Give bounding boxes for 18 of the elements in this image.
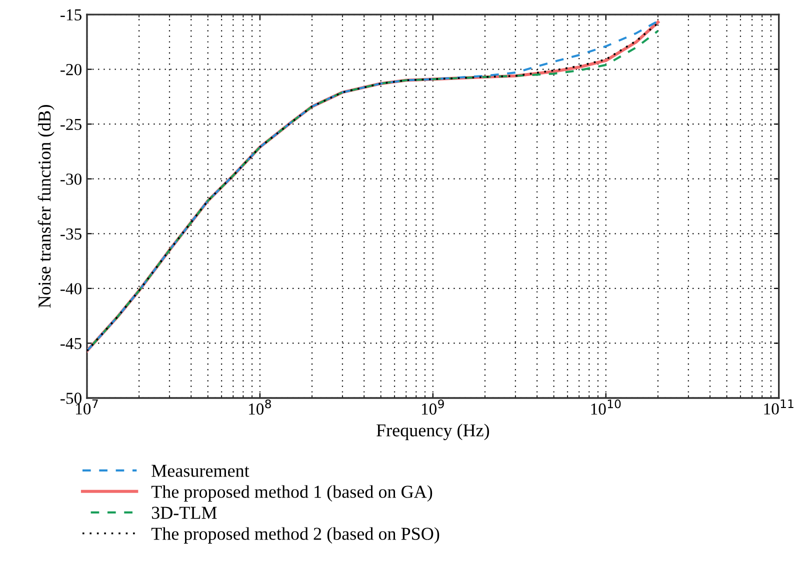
legend-label: The proposed method 2 (based on PSO): [151, 527, 440, 544]
x-tick-label: 10$^{8}$: [249, 399, 271, 415]
legend-label: The proposed method 1 (based on GA): [151, 485, 432, 502]
x-tick-label: 10$^{9}$: [422, 399, 444, 415]
y-tick-label: -20: [60, 64, 82, 76]
x-tick-label: 10$^{10}$: [591, 399, 621, 415]
y-tick-label: -35: [60, 228, 82, 240]
y-tick-label: -45: [60, 338, 82, 350]
y-axis-title: Noise transfer function (dB): [38, 105, 54, 308]
x-axis-title: Frequency (Hz): [376, 424, 490, 440]
y-tick-label: -30: [60, 174, 82, 185]
y-tick-label: -40: [60, 283, 82, 294]
x-tick-label: 10$^{11}$: [764, 399, 794, 415]
y-tick-label: -50: [60, 392, 82, 404]
y-tick-label: -15: [60, 9, 82, 20]
y-tick-label: -25: [60, 118, 82, 130]
legend-label: 3D-TLM: [152, 506, 217, 519]
legend-label: Measurement: [152, 464, 250, 477]
